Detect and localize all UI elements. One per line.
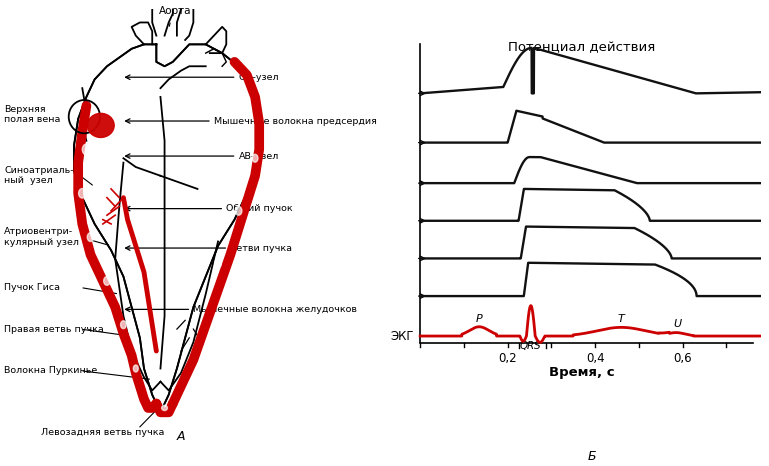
- Text: 0,6: 0,6: [674, 352, 692, 365]
- Ellipse shape: [87, 233, 94, 241]
- Text: Верхняя
полая вена: Верхняя полая вена: [4, 105, 61, 124]
- Ellipse shape: [82, 144, 91, 155]
- Text: Время, с: Время, с: [549, 366, 614, 379]
- Text: Q: Q: [519, 341, 528, 351]
- Ellipse shape: [78, 188, 86, 198]
- Text: Правая ветвь пучка: Правая ветвь пучка: [4, 325, 104, 334]
- Ellipse shape: [215, 259, 221, 268]
- Text: Волокна Пуркинье: Волокна Пуркинье: [4, 366, 98, 375]
- Ellipse shape: [121, 321, 126, 329]
- Text: Потенциал действия: Потенциал действия: [508, 41, 656, 54]
- Text: 0,2: 0,2: [498, 352, 517, 365]
- Ellipse shape: [88, 113, 114, 137]
- Text: Мышечные волокна желудочков: Мышечные волокна желудочков: [193, 305, 358, 314]
- Text: Б: Б: [588, 451, 597, 463]
- Ellipse shape: [104, 276, 110, 285]
- Text: Синоатриаль-
ный  узел: Синоатриаль- ный узел: [4, 166, 74, 185]
- Text: А: А: [177, 430, 185, 443]
- Text: Ветви пучка: Ветви пучка: [231, 244, 292, 253]
- Text: ЭКГ: ЭКГ: [390, 329, 414, 343]
- Text: Атриовентри-
кулярный узел: Атриовентри- кулярный узел: [4, 227, 79, 247]
- Text: Мышечные волокна предсердия: Мышечные волокна предсердия: [214, 116, 377, 125]
- Text: АВ–узел: АВ–узел: [238, 151, 279, 161]
- Text: СА–узел: СА–узел: [238, 73, 279, 82]
- Text: T: T: [618, 315, 624, 324]
- Ellipse shape: [161, 405, 168, 411]
- Text: S: S: [534, 341, 541, 351]
- Text: Пучок Гиса: Пучок Гиса: [4, 283, 60, 292]
- Text: R: R: [527, 341, 534, 351]
- Text: U: U: [674, 319, 681, 329]
- Text: Общий пучок: Общий пучок: [226, 204, 293, 213]
- Ellipse shape: [133, 365, 138, 372]
- Text: Левозадняя ветвь пучка: Левозадняя ветвь пучка: [42, 427, 165, 437]
- Ellipse shape: [252, 154, 258, 162]
- Polygon shape: [74, 44, 259, 412]
- Text: P: P: [476, 314, 483, 324]
- Text: 0,4: 0,4: [586, 352, 604, 365]
- Text: Аорта: Аорта: [158, 6, 191, 16]
- Ellipse shape: [235, 206, 242, 215]
